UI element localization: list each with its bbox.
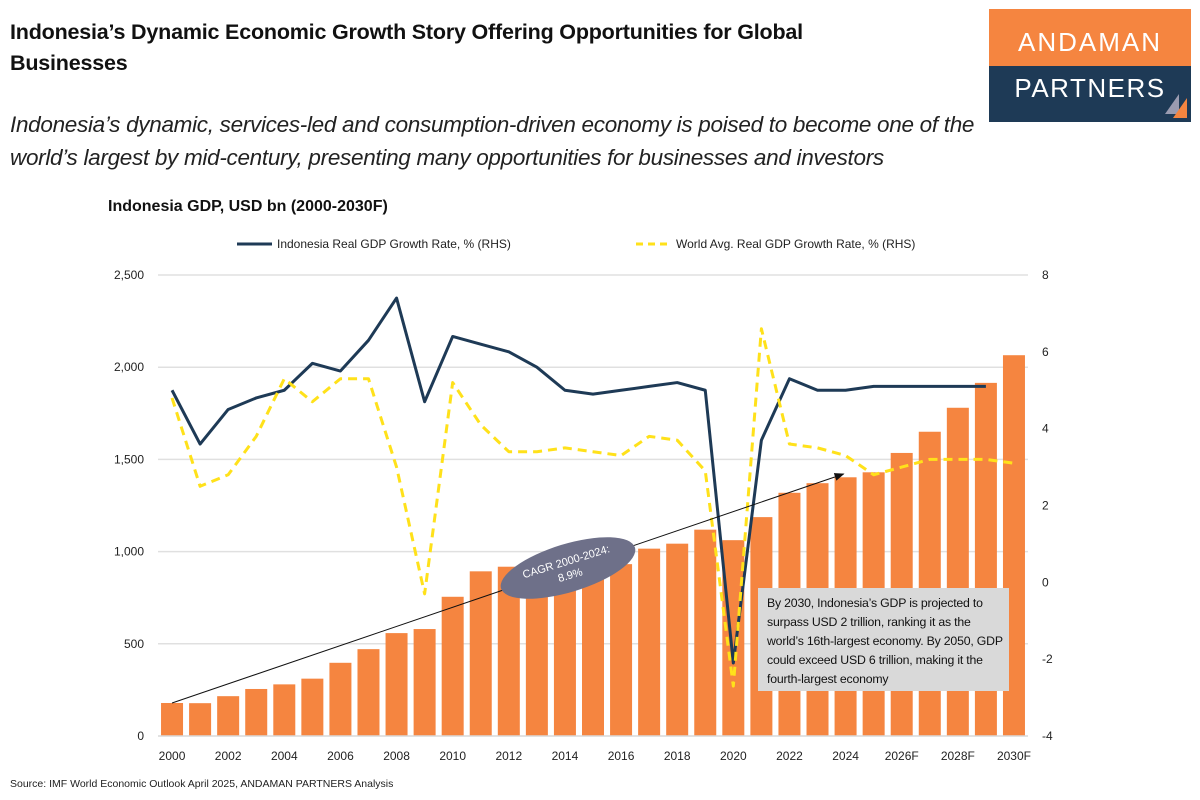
y-left-tick-label: 1,000 [114, 545, 144, 559]
x-tick-label: 2002 [215, 749, 242, 763]
bar-2020 [722, 540, 745, 736]
sail-icon [1165, 94, 1187, 118]
y-left-tick-label: 2,500 [114, 268, 144, 282]
bar-2018 [666, 543, 689, 736]
y-right-tick-label: 8 [1042, 268, 1049, 282]
bar-2013 [525, 567, 548, 736]
source-note: Source: IMF World Economic Outlook April… [10, 778, 394, 790]
bar-2019 [694, 529, 717, 736]
x-tick-label: 2030F [997, 749, 1031, 763]
x-tick-label: 2000 [159, 749, 186, 763]
bar-2001 [189, 703, 212, 736]
cagr-bubble: CAGR 2000-2024:8.9% [500, 537, 636, 599]
x-tick-label: 2026F [885, 749, 919, 763]
x-tick-label: 2022 [776, 749, 803, 763]
bar-2006 [329, 662, 352, 736]
page-subtitle: Indonesia’s dynamic, services-led and co… [10, 112, 975, 170]
bar-2017 [638, 548, 661, 736]
bar-2012 [497, 566, 520, 736]
bar-2011 [469, 571, 492, 736]
bar-2008 [385, 633, 408, 736]
y-right-tick-label: -2 [1042, 652, 1053, 666]
legend-label: Indonesia Real GDP Growth Rate, % (RHS) [277, 237, 511, 251]
indonesia-growth-line [170, 296, 986, 665]
x-tick-label: 2006 [327, 749, 354, 763]
y-right-tick-label: 2 [1042, 499, 1049, 513]
logo-line1: ANDAMAN [989, 9, 1191, 66]
logo-line2: PARTNERS [1014, 73, 1166, 103]
page-title: Indonesia’s Dynamic Economic Growth Stor… [10, 20, 803, 75]
y-right-tick-label: -4 [1042, 729, 1053, 743]
x-tick-label: 2016 [608, 749, 635, 763]
y-right-tick-label: 4 [1042, 422, 1049, 436]
bar-2002 [217, 696, 240, 736]
bar-2015 [582, 577, 604, 736]
x-tick-label: 2020 [720, 749, 747, 763]
cagr-ellipse [500, 537, 636, 599]
x-tick-label: 2008 [383, 749, 410, 763]
projection-note: By 2030, Indonesia’s GDP is projected to… [758, 588, 1009, 691]
y-left-tick-label: 0 [137, 729, 144, 743]
x-tick-label: 2004 [271, 749, 298, 763]
x-tick-label: 2010 [439, 749, 466, 763]
bar-2014 [553, 571, 576, 736]
bar-2009 [413, 629, 436, 736]
bar-2005 [301, 678, 324, 736]
x-tick-label: 2024 [832, 749, 859, 763]
y-right-tick-label: 0 [1042, 575, 1049, 589]
bar-2010 [441, 596, 464, 736]
y-left-tick-label: 500 [124, 637, 144, 651]
x-tick-label: 2028F [941, 749, 975, 763]
y-left-tick-label: 1,500 [114, 452, 144, 466]
bar-2004 [273, 684, 296, 736]
y-left-tick-label: 2,000 [114, 360, 144, 374]
legend-label: World Avg. Real GDP Growth Rate, % (RHS) [676, 237, 915, 251]
chart-title: Indonesia GDP, USD bn (2000-2030F) [108, 198, 388, 215]
bar-2003 [245, 688, 268, 736]
world-growth-line [170, 327, 1015, 688]
x-tick-label: 2012 [495, 749, 522, 763]
bar-2016 [610, 564, 633, 736]
x-tick-label: 2018 [664, 749, 691, 763]
x-tick-label: 2014 [552, 749, 579, 763]
y-right-tick-label: 6 [1042, 345, 1049, 359]
bar-2007 [357, 649, 380, 736]
andaman-partners-logo: ANDAMAN PARTNERS [989, 9, 1191, 122]
bar-2000 [161, 702, 184, 736]
